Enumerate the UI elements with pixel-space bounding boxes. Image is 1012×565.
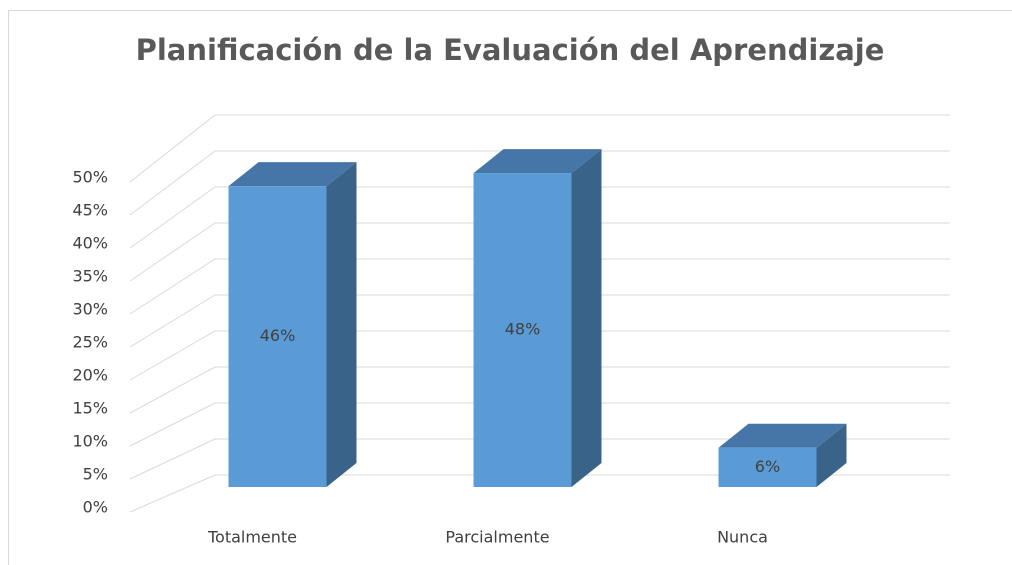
grid-line — [129, 402, 950, 447]
grid-line — [129, 366, 950, 414]
grid-line — [129, 330, 950, 381]
y-tick-label: 0% — [83, 498, 108, 517]
y-tick-label: 10% — [72, 432, 108, 451]
data-label: 6% — [755, 457, 780, 476]
y-tick-label: 45% — [72, 201, 108, 220]
chart-title: Planificación de la Evaluación del Apren… — [136, 33, 885, 67]
y-tick-label: 50% — [72, 168, 108, 187]
grid-line — [129, 222, 950, 282]
y-tick-label: 5% — [83, 465, 108, 484]
x-tick-label: Nunca — [717, 528, 768, 547]
grid-line — [129, 294, 950, 348]
bar-top — [718, 423, 847, 448]
grid-line — [129, 114, 950, 183]
y-tick-label: 40% — [72, 234, 108, 253]
data-label: 48% — [505, 320, 541, 339]
bar-top — [473, 149, 602, 174]
bar-side — [816, 423, 847, 487]
grid-line — [129, 150, 950, 216]
x-tick-label: Parcialmente — [445, 528, 549, 547]
grid-line — [129, 258, 950, 315]
y-tick-label: 35% — [72, 267, 108, 286]
bar — [228, 186, 327, 487]
y-tick-label: 25% — [72, 333, 108, 352]
bar-side — [326, 162, 357, 487]
bar-side — [571, 149, 602, 487]
bar-top — [228, 162, 357, 187]
y-tick-label: 20% — [72, 366, 108, 385]
y-tick-label: 15% — [72, 399, 108, 418]
x-tick-label: Totalmente — [207, 528, 297, 547]
grid-line — [129, 186, 950, 249]
grid-line — [129, 438, 950, 480]
bar — [718, 447, 817, 487]
y-tick-label: 30% — [72, 300, 108, 319]
data-label: 46% — [260, 326, 296, 345]
bar — [473, 173, 572, 487]
grid-line — [129, 474, 950, 513]
